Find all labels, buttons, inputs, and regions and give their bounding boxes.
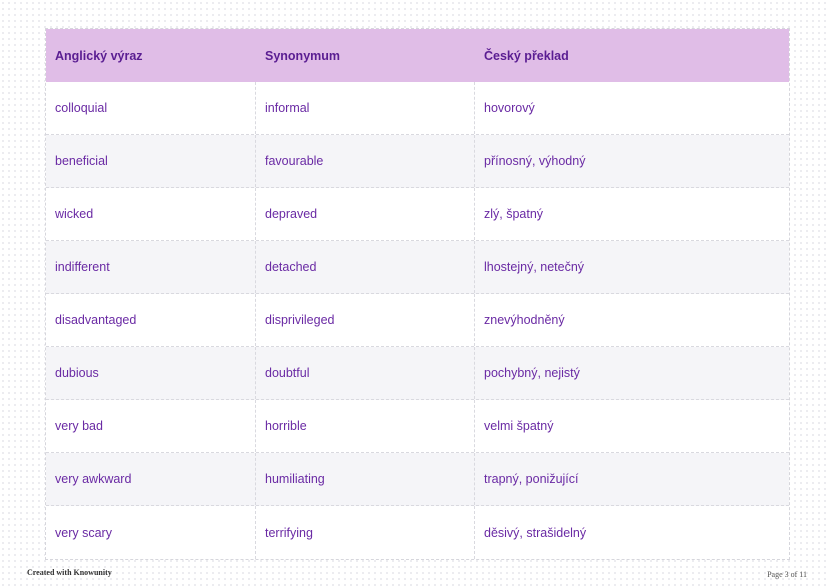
cell-synonym: doubtful (256, 347, 475, 399)
table-row: very scary terrifying děsivý, strašideln… (46, 506, 789, 559)
footer-credit: Created with Knowunity (27, 568, 112, 577)
cell-synonym: informal (256, 82, 475, 134)
cell-synonym: disprivileged (256, 294, 475, 346)
header-english-term: Anglický výraz (55, 48, 143, 63)
cell-czech-translation: zlý, špatný (484, 207, 544, 221)
cell-english-term: beneficial (46, 135, 256, 187)
cell-synonym: terrifying (256, 506, 475, 559)
vocabulary-table: Anglický výraz Synonymum Český překlad c… (45, 28, 790, 560)
table-row: very awkward humiliating trapný, ponižuj… (46, 453, 789, 506)
cell-synonym: depraved (256, 188, 475, 240)
cell-synonym: favourable (256, 135, 475, 187)
cell-english-term: very scary (46, 506, 256, 559)
cell-english-term: wicked (46, 188, 256, 240)
table-row: dubious doubtful pochybný, nejistý (46, 347, 789, 400)
header-czech-translation: Český překlad (484, 48, 569, 63)
cell-czech-translation: děsivý, strašidelný (484, 525, 587, 540)
cell-english-term: very awkward (46, 453, 256, 505)
cell-english-term: very bad (46, 400, 256, 452)
table-row: indifferent detached lhostejný, netečný (46, 241, 789, 294)
table-row: beneficial favourable přínosný, výhodný (46, 135, 789, 188)
cell-czech-translation: pochybný, nejistý (484, 366, 580, 380)
cell-czech-translation: trapný, ponižující (484, 472, 579, 486)
table-row: colloquial informal hovorový (46, 82, 789, 135)
cell-czech-translation: hovorový (484, 101, 535, 115)
cell-synonym: detached (256, 241, 475, 293)
page-number: Page 3 of 11 (767, 570, 807, 579)
cell-english-term: disadvantaged (46, 294, 256, 346)
cell-synonym: humiliating (256, 453, 475, 505)
cell-czech-translation: lhostejný, netečný (484, 260, 585, 274)
cell-synonym: horrible (256, 400, 475, 452)
cell-czech-translation: znevýhodněný (484, 313, 565, 327)
cell-english-term: dubious (46, 347, 256, 399)
table-header-row: Anglický výraz Synonymum Český překlad (46, 29, 789, 82)
cell-czech-translation: velmi špatný (484, 419, 554, 433)
table-row: disadvantaged disprivileged znevýhodněný (46, 294, 789, 347)
cell-english-term: indifferent (46, 241, 256, 293)
cell-english-term: colloquial (46, 82, 256, 134)
cell-czech-translation: přínosný, výhodný (484, 154, 586, 168)
table-row: wicked depraved zlý, špatný (46, 188, 789, 241)
table-row: very bad horrible velmi špatný (46, 400, 789, 453)
header-synonym: Synonymum (265, 48, 341, 63)
